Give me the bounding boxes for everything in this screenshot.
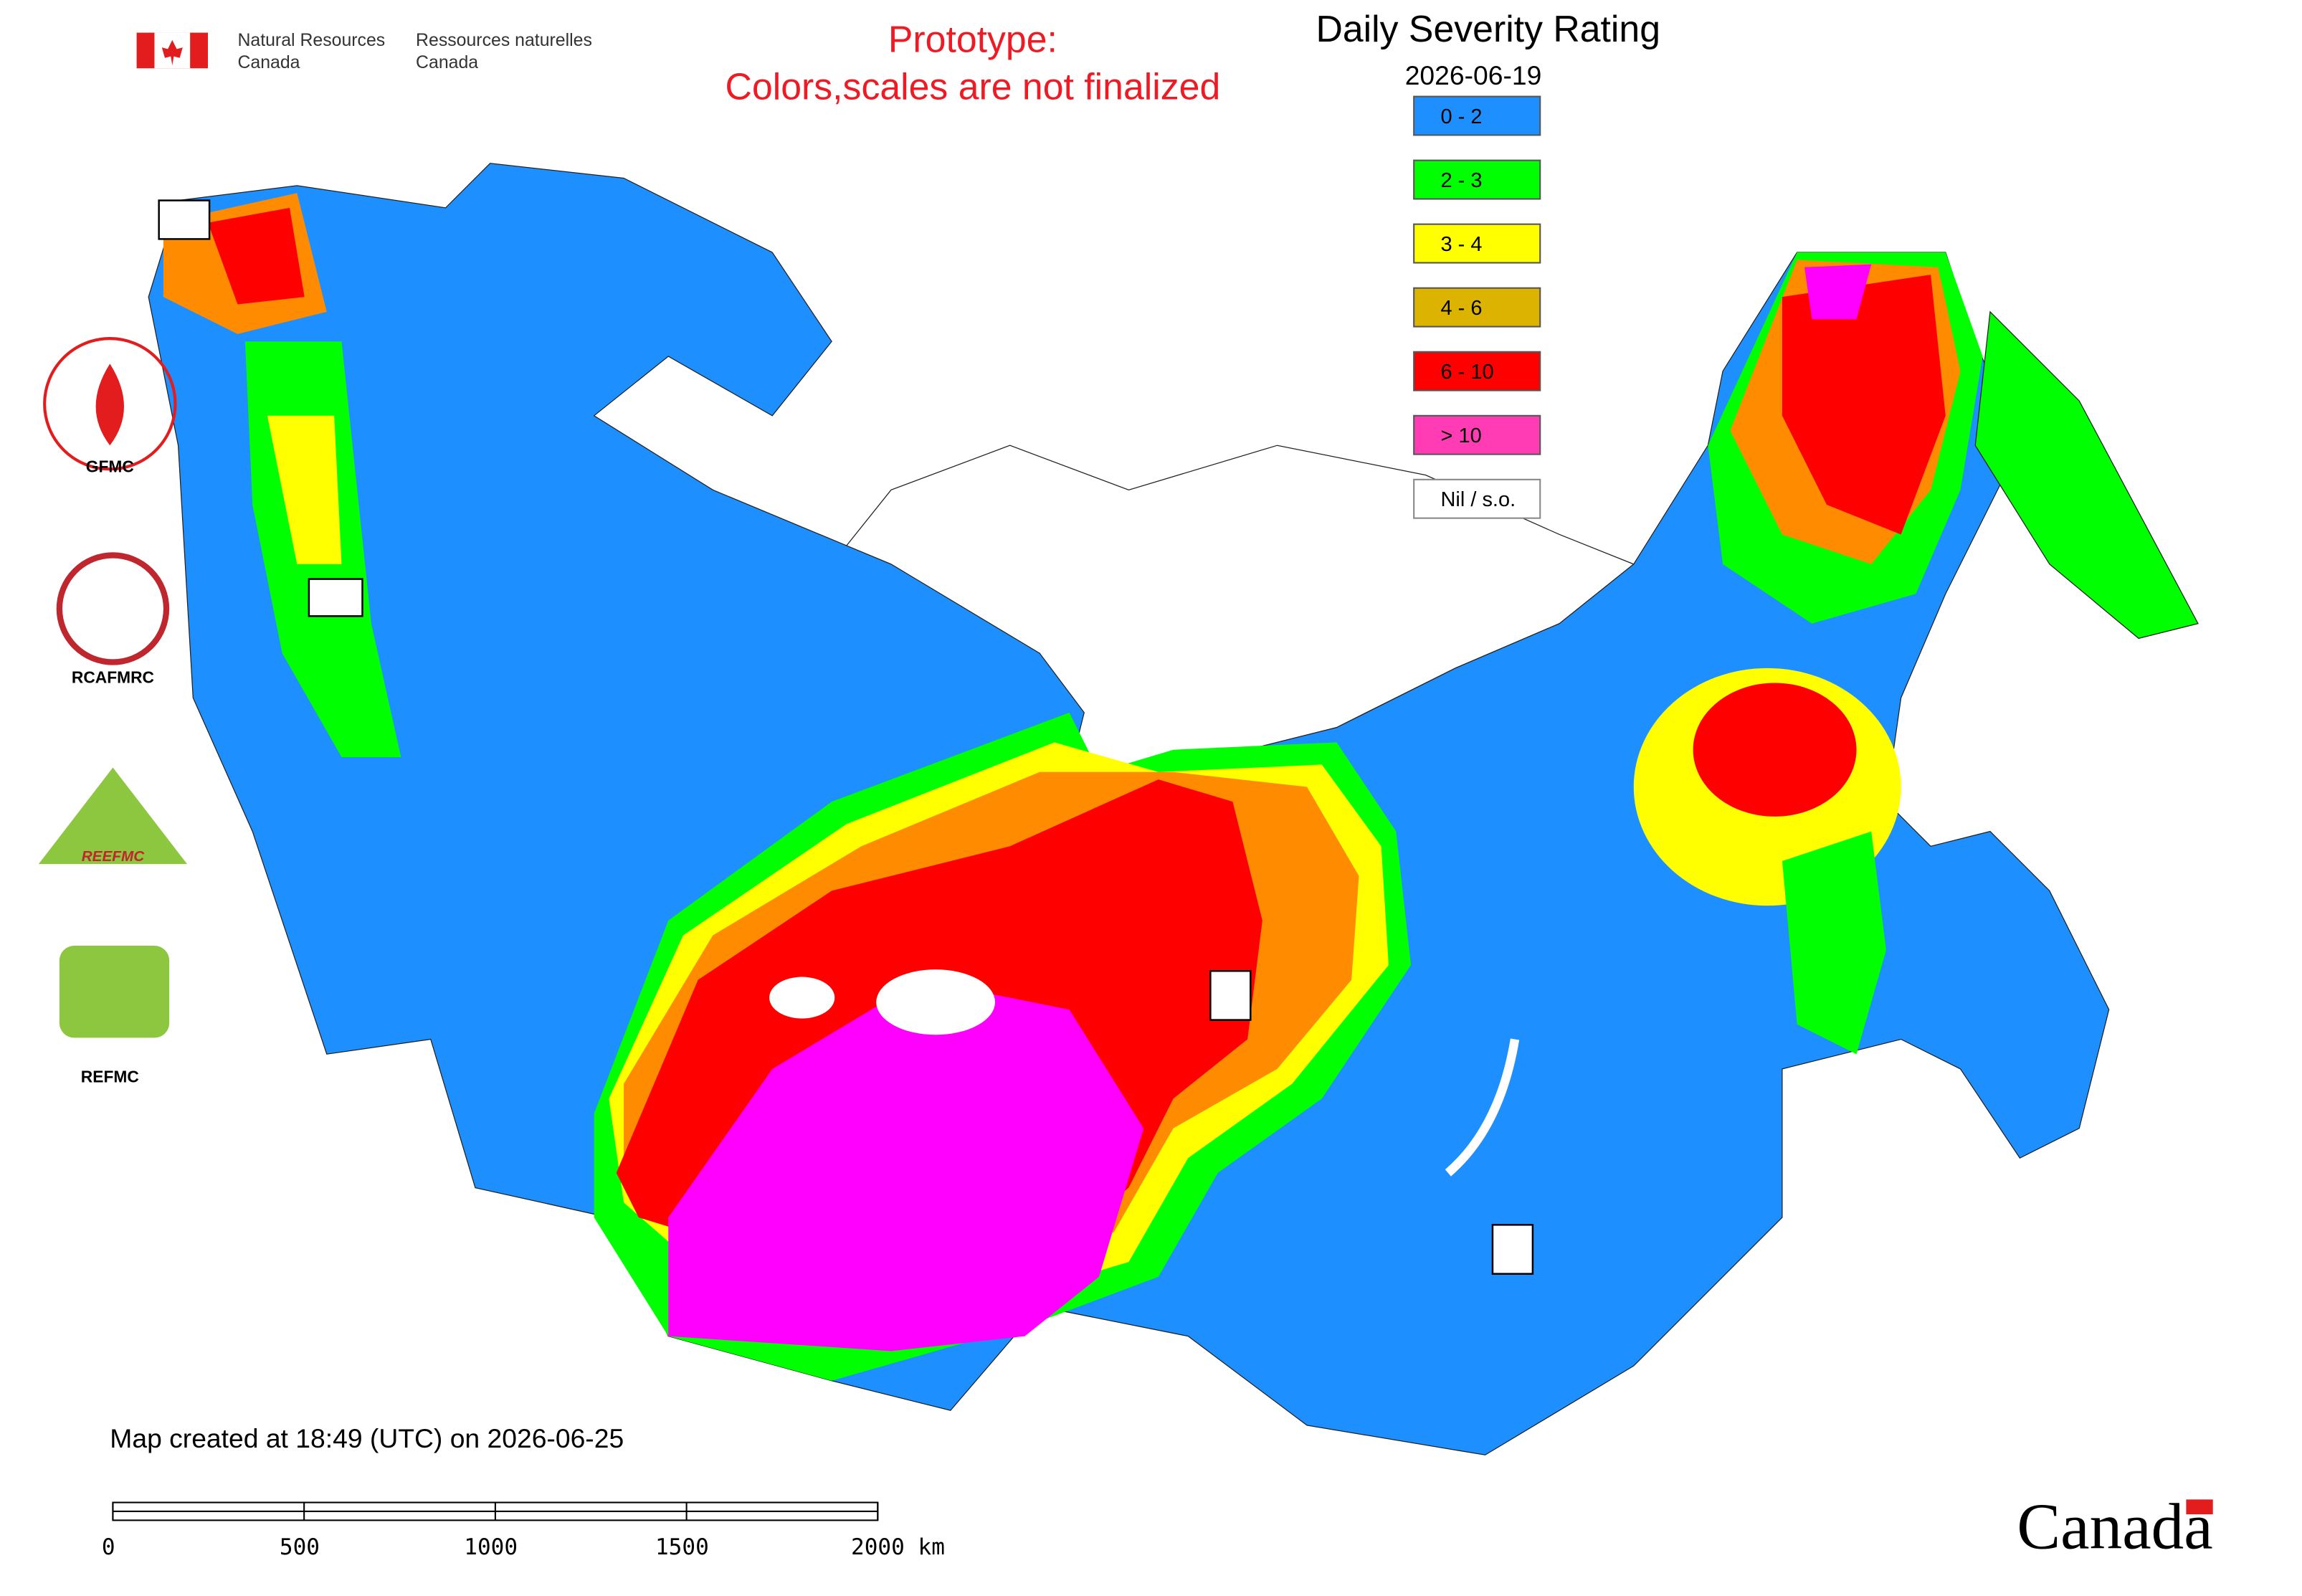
scale-label: 1500	[655, 1534, 709, 1560]
legend-label: 3 - 4	[1440, 233, 1482, 256]
legend-label: 2 - 3	[1440, 169, 1482, 192]
legend-swatch	[1413, 351, 1541, 391]
logo-mark	[56, 552, 170, 665]
logo-label: GFMC	[86, 457, 134, 475]
header: Natural Resources Canada Ressources natu…	[136, 18, 1221, 108]
logo-flame	[95, 364, 124, 446]
zone-magenta	[668, 979, 1144, 1352]
legend: Daily Severity Rating 2026-06-19 0 - 2 2 …	[1316, 8, 1660, 519]
site-markers	[158, 199, 1534, 1275]
legend-swatch	[1413, 287, 1541, 328]
ne-magenta	[1804, 264, 1872, 320]
org-en: Natural Resources	[237, 31, 385, 50]
marker	[308, 578, 363, 617]
legend-label: 4 - 6	[1440, 297, 1482, 320]
legend-swatch	[1413, 159, 1541, 200]
legend-label: 0 - 2	[1440, 105, 1482, 128]
legend-swatch	[1413, 95, 1541, 136]
logos: GFMC RCAFMRC REEFMC REFMC	[38, 337, 188, 1086]
ussuri-green	[1782, 831, 1886, 1055]
maple-leaf	[161, 39, 183, 66]
kamchatka	[1974, 310, 2199, 640]
logo-label: RCAFMRC	[72, 668, 154, 687]
org-en: Canada	[237, 53, 300, 72]
nodata-spot	[769, 977, 835, 1019]
scale-label: 500	[280, 1534, 320, 1560]
created-note: Map created at 18:49 (UTC) on 2026-06-25	[110, 1423, 624, 1453]
org-fr: Canada	[416, 53, 478, 72]
legend-date: 2026-06-19	[1405, 60, 1542, 90]
notice: Prototype:	[888, 18, 1057, 60]
legend-title: Daily Severity Rating	[1316, 8, 1660, 49]
scale-label: 2000 km	[851, 1534, 945, 1560]
scale-label: 0	[102, 1534, 115, 1560]
logo-mark	[59, 946, 170, 1038]
lake-baikal	[1445, 1038, 1520, 1177]
legend-swatch	[1413, 223, 1541, 264]
logo-mark	[38, 767, 188, 865]
logo-label: REFMC	[81, 1068, 139, 1086]
scale-bar: 0 500 1000 1500 2000 km	[102, 1501, 945, 1560]
amur-red	[1693, 683, 1857, 817]
org-fr: Ressources naturelles	[416, 31, 592, 50]
marker	[1491, 1224, 1534, 1275]
legend-swatch	[1413, 478, 1541, 519]
wordmark-flag	[2186, 1499, 2213, 1515]
severity-zones	[163, 193, 1983, 1381]
wordmark: Canada	[2017, 1491, 2212, 1563]
marker	[158, 199, 211, 240]
nodata-spot	[876, 969, 995, 1035]
footer: Map created at 18:49 (UTC) on 2026-06-25…	[102, 1423, 2213, 1563]
scandinavia-red	[208, 207, 305, 305]
logo-label: REEFMC	[82, 848, 145, 865]
legend-label: > 10	[1440, 424, 1481, 447]
legend-swatch	[1413, 414, 1541, 455]
marker	[1209, 969, 1252, 1021]
west-yellow	[267, 415, 342, 564]
notice: Colors,scales are not finalized	[726, 66, 1221, 108]
ne-red	[1782, 275, 1946, 535]
logo-mark	[43, 337, 177, 471]
legend-label: Nil / s.o.	[1440, 488, 1516, 511]
scale-label: 1000	[464, 1534, 518, 1560]
legend-label: 6 - 10	[1440, 361, 1493, 384]
